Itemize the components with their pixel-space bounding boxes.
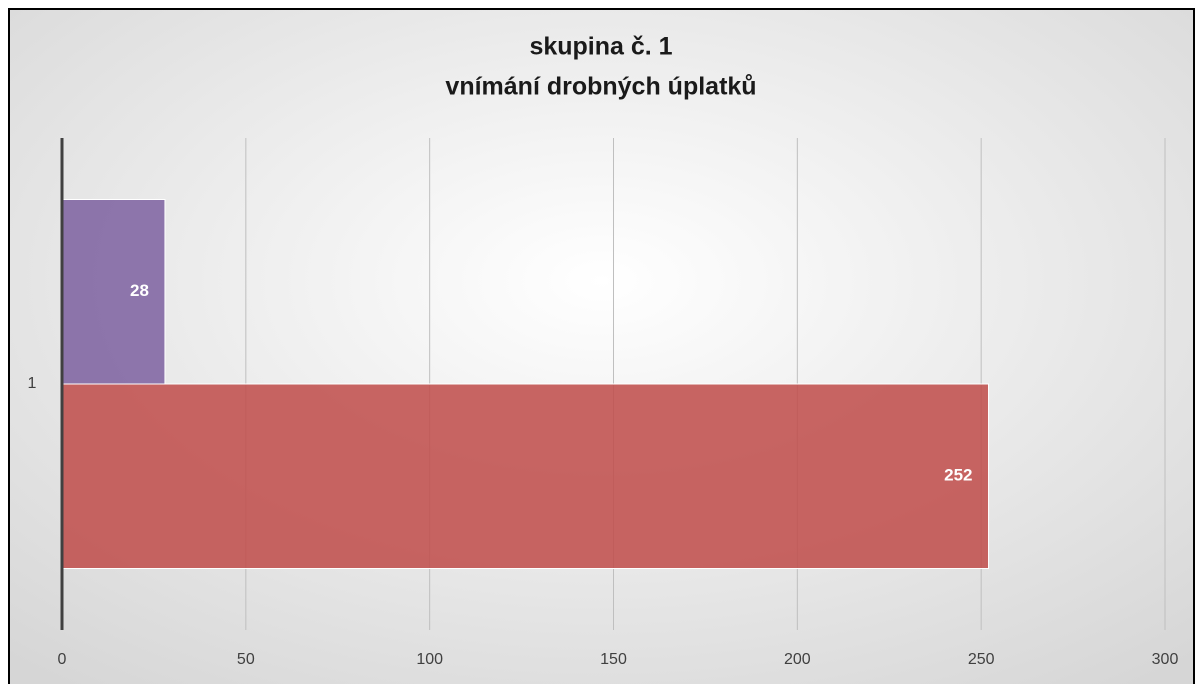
x-tick-label: 50 (237, 651, 255, 668)
x-tick-label: 100 (416, 651, 443, 668)
x-tick-label: 0 (58, 651, 67, 668)
bar (61, 199, 166, 385)
x-tick-label: 150 (600, 651, 627, 668)
chart-title: vnímání drobných úplatků (445, 73, 756, 101)
chart-frame (8, 8, 1195, 684)
data-label: 28 (130, 281, 149, 300)
chart-title: skupina č. 1 (529, 33, 672, 61)
x-tick-label: 250 (968, 651, 995, 668)
data-label: 252 (944, 466, 972, 485)
x-tick-label: 200 (784, 651, 811, 668)
y-tick-label: 1 (28, 375, 37, 392)
bar (61, 383, 990, 569)
x-tick-label: 300 (1152, 651, 1179, 668)
